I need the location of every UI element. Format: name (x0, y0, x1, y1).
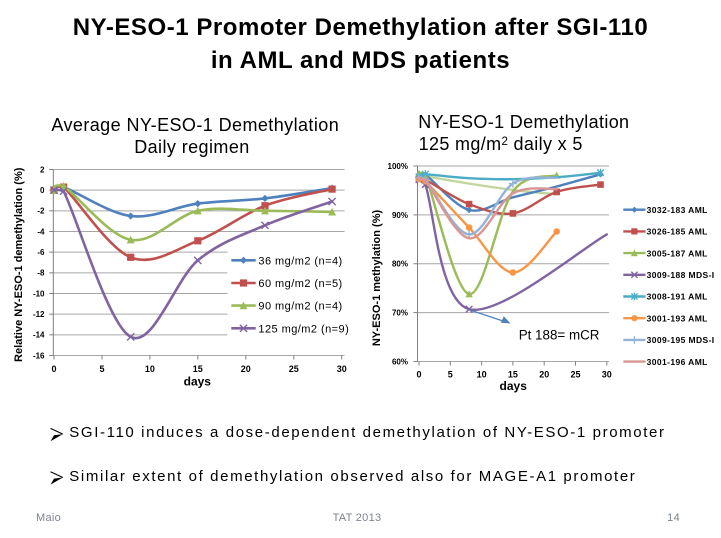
svg-text:15: 15 (508, 370, 518, 380)
svg-text:-14: -14 (33, 331, 45, 340)
svg-text:5: 5 (99, 364, 104, 374)
svg-text:-2: -2 (37, 207, 45, 216)
svg-text:10: 10 (145, 364, 155, 374)
svg-text:36 mg/m2 (n=4): 36 mg/m2 (n=4) (258, 255, 342, 267)
svg-text:-6: -6 (37, 248, 45, 257)
svg-text:Relative NY-ESO-1 demethylatio: Relative NY-ESO-1 demethylation (%) (13, 167, 25, 362)
svg-text:3001-196 AML: 3001-196 AML (647, 357, 708, 367)
svg-text:3026-185 AML: 3026-185 AML (647, 227, 708, 237)
svg-text:NY-ESO-1 methylation (%): NY-ESO-1 methylation (%) (371, 210, 383, 347)
svg-text:80%: 80% (392, 260, 408, 269)
svg-text:30: 30 (337, 364, 347, 374)
svg-text:-8: -8 (37, 269, 45, 278)
svg-text:-12: -12 (33, 310, 45, 319)
svg-text:20: 20 (539, 370, 549, 380)
svg-text:3008-191 AML: 3008-191 AML (647, 292, 708, 302)
svg-text:15: 15 (193, 364, 203, 374)
svg-text:Pt 188= mCR: Pt 188= mCR (519, 327, 600, 342)
svg-text:3009-188 MDS-I: 3009-188 MDS-I (647, 270, 715, 280)
svg-text:70%: 70% (392, 309, 408, 318)
svg-text:days: days (500, 379, 528, 393)
svg-text:25: 25 (289, 364, 299, 374)
svg-text:2: 2 (40, 165, 45, 174)
svg-text:3001-193 AML: 3001-193 AML (647, 313, 708, 323)
svg-text:days: days (184, 375, 212, 389)
svg-text:5: 5 (448, 370, 453, 380)
svg-text:-16: -16 (33, 351, 45, 360)
svg-text:125 mg/m2 (n=9): 125 mg/m2 (n=9) (258, 323, 349, 335)
svg-text:25: 25 (570, 370, 580, 380)
svg-text:90%: 90% (392, 211, 408, 220)
svg-text:10: 10 (477, 370, 487, 380)
svg-text:90 mg/m2 (n=4): 90 mg/m2 (n=4) (258, 301, 342, 313)
svg-text:60%: 60% (392, 357, 408, 366)
svg-text:-4: -4 (37, 227, 45, 236)
svg-text:3009-195 MDS-I: 3009-195 MDS-I (647, 335, 715, 345)
svg-text:0: 0 (416, 370, 421, 380)
svg-text:60 mg/m2 (n=5): 60 mg/m2 (n=5) (258, 278, 342, 290)
svg-text:3005-187 AML: 3005-187 AML (647, 248, 708, 258)
svg-text:30: 30 (602, 370, 612, 380)
svg-text:3032-183 AML: 3032-183 AML (647, 205, 708, 215)
svg-text:-10: -10 (33, 289, 45, 298)
svg-text:100%: 100% (388, 162, 408, 171)
svg-text:20: 20 (241, 364, 251, 374)
svg-text:0: 0 (40, 186, 45, 195)
svg-text:0: 0 (51, 364, 56, 374)
